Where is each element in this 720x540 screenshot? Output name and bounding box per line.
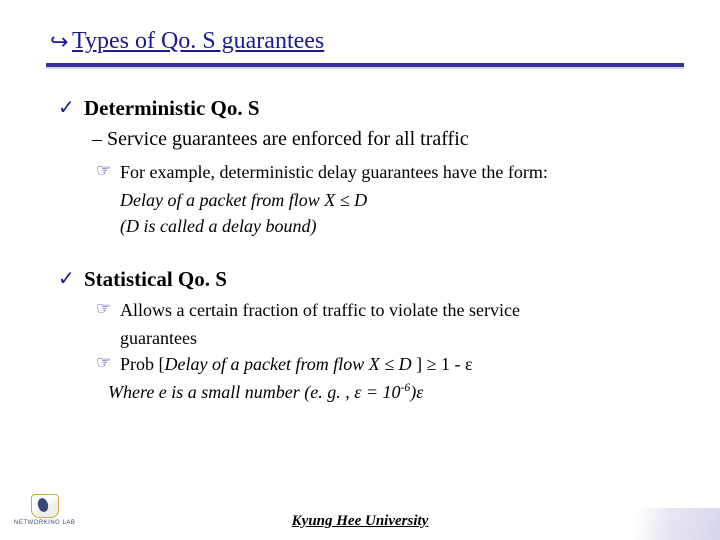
pointer-icon: ☞ [96, 351, 120, 377]
bullet-cont: Delay of a packet from flow X ≤ D [58, 187, 680, 213]
slide-content: ✓ Deterministic Qo. S – Service guarante… [50, 95, 680, 405]
section-heading-row: ✓ Deterministic Qo. S [58, 95, 680, 122]
where-line: Where e is a small number (e. g. , ε = 1… [58, 379, 680, 405]
pointer-icon: ☞ [96, 159, 120, 185]
pointer-icon: ☞ [96, 297, 120, 323]
bullet-cont: (D is called a delay bound) [58, 213, 680, 239]
section-heading: Deterministic Qo. S [84, 95, 260, 122]
bullet-text: Allows a certain fraction of traffic to … [120, 297, 520, 323]
footer-university: Kyung Hee University [292, 513, 429, 529]
check-icon: ✓ [58, 266, 84, 293]
slide-title: Types of Qo. S guarantees [72, 28, 324, 55]
section-heading-row: ✓ Statistical Qo. S [58, 266, 680, 293]
section-subline: – Service guarantees are enforced for al… [58, 126, 680, 153]
slide-title-row: ↪ Types of Qo. S guarantees [50, 28, 680, 55]
footer: Kyung Hee University [0, 512, 720, 530]
bullet-row: ☞ Prob [Delay of a packet from flow X ≤ … [58, 351, 680, 377]
section-heading: Statistical Qo. S [84, 266, 227, 293]
title-bullet-icon: ↪ [50, 31, 72, 53]
bullet-text-html: Prob [Delay of a packet from flow X ≤ D … [120, 351, 473, 377]
bullet-row: ☞ For example, deterministic delay guara… [58, 159, 680, 185]
bullet-text: For example, deterministic delay guarant… [120, 159, 548, 185]
title-rule-shadow [46, 67, 684, 69]
bullet-row: ☞ Allows a certain fraction of traffic t… [58, 297, 680, 323]
check-icon: ✓ [58, 95, 84, 122]
bullet-cont: guarantees [58, 325, 680, 351]
